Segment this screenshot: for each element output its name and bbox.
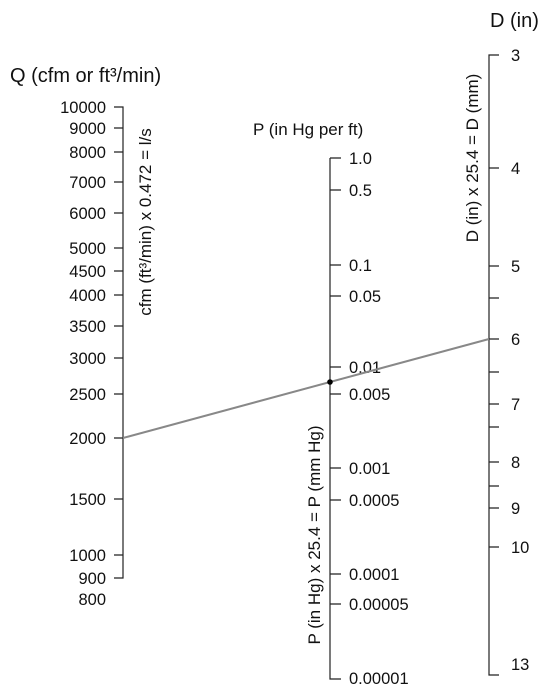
d-tick-label: 13 (511, 656, 529, 674)
d-tick-label: 5 (511, 258, 520, 276)
d-axis-line (488, 54, 499, 676)
p-tick-label: 0.001 (349, 460, 390, 478)
q-tick-label: 3000 (69, 350, 106, 368)
p-intersection-point (327, 379, 333, 385)
q-tick-label: 3500 (69, 318, 106, 336)
q-tick-label: 4000 (69, 287, 106, 305)
q-tick-label: 2500 (69, 386, 106, 404)
p-tick-label: 0.00005 (349, 596, 409, 614)
q-conversion-note: cfm (ft³/min) x 0.472 = l/s (136, 128, 155, 316)
p-tick-label: 0.05 (349, 288, 381, 306)
d-axis-title: D (in) (490, 10, 539, 32)
q-tick-label: 1500 (69, 491, 106, 509)
p-conversion-note: P (in Hg) x 25.4 = P (mm Hg) (305, 425, 324, 644)
q-tick-label: 10000 (60, 99, 106, 117)
q-tick-label: 5000 (69, 240, 106, 258)
q-tick-label: 6000 (69, 205, 106, 223)
p-tick-label: 0.0001 (349, 566, 399, 584)
q-tick-label: 4500 (69, 263, 106, 281)
q-tick-label: 2000 (69, 430, 106, 448)
p-tick-label: 0.0005 (349, 492, 399, 510)
p-axis: 1.0 0.5 0.1 0.05 0.01 0.005 0.001 0.0005… (305, 150, 409, 688)
p-axis-title: P (in Hg per ft) (253, 120, 363, 139)
p-tick-label: 0.00001 (349, 670, 409, 688)
q-tick-label: 8000 (69, 144, 106, 162)
d-conversion-note: D (in) x 25.4 = D (mm) (463, 74, 482, 243)
q-axis: 10000 9000 8000 7000 6000 5000 4500 4000… (60, 99, 155, 609)
d-tick-label: 4 (511, 160, 520, 178)
q-tick-label: 9000 (69, 120, 106, 138)
p-axis-line (329, 157, 341, 680)
p-tick-label: 0.1 (349, 257, 372, 275)
p-tick-label: 0.01 (349, 359, 381, 377)
p-tick-label: 0.005 (349, 386, 390, 404)
d-tick-label: 7 (511, 396, 520, 414)
p-tick-label: 1.0 (349, 150, 372, 168)
p-tick-label: 0.5 (349, 182, 372, 200)
q-tick-label: 7000 (69, 174, 106, 192)
d-axis: 3 4 5 6 7 8 9 10 13 D (in) x 25.4 = D (m… (463, 47, 529, 676)
q-tick-label: 900 (78, 570, 106, 588)
d-tick-label: 10 (511, 539, 529, 557)
d-tick-label: 9 (511, 500, 520, 518)
d-tick-label: 6 (511, 331, 520, 349)
d-tick-label: 3 (511, 47, 520, 65)
q-tick-label: 1000 (69, 547, 106, 565)
q-axis-title: Q (cfm or ft³/min) (10, 65, 161, 87)
q-axis-line (114, 106, 124, 579)
d-tick-label: 8 (511, 454, 520, 472)
q-tick-label: 800 (78, 591, 106, 609)
example-line (122, 338, 490, 439)
